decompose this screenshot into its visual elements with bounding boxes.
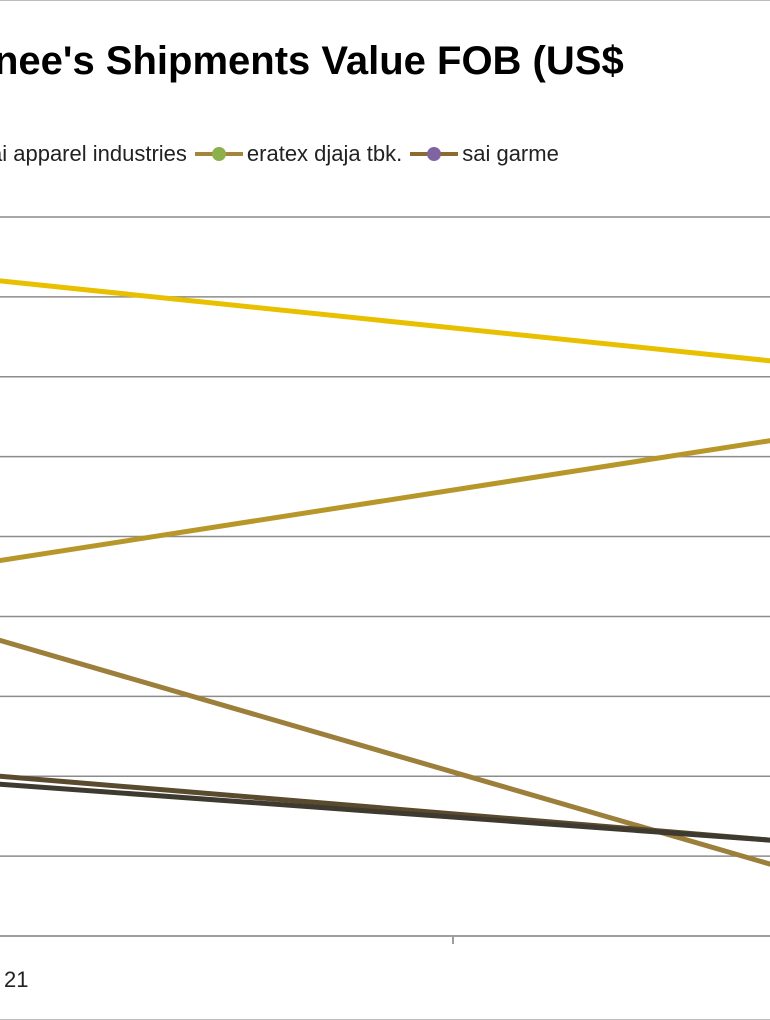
series-line-4 xyxy=(0,781,770,843)
legend-item-2: sai garme xyxy=(410,141,567,167)
legend-label-2: sai garme xyxy=(462,141,559,166)
x-tick-label: 21 xyxy=(4,967,28,992)
series-line-0 xyxy=(0,278,770,364)
series-line-1 xyxy=(0,438,770,564)
legend-label-0: ai apparel industries xyxy=(0,141,187,166)
legend-marker-1 xyxy=(410,147,459,161)
legend: ai apparel industries eratex djaja tbk. … xyxy=(0,139,567,169)
legend-marker-0 xyxy=(194,147,243,161)
legend-item-1: eratex djaja tbk. xyxy=(194,141,410,167)
gridlines xyxy=(0,216,770,937)
series-lines xyxy=(0,278,770,867)
legend-label-1: eratex djaja tbk. xyxy=(246,141,403,166)
legend-item-0: ai apparel industries xyxy=(0,141,195,167)
series-line-2 xyxy=(0,637,770,867)
x-axis: 21 xyxy=(4,936,454,992)
chart-title: nee's Shipments Value FOB (US$ xyxy=(0,39,624,83)
